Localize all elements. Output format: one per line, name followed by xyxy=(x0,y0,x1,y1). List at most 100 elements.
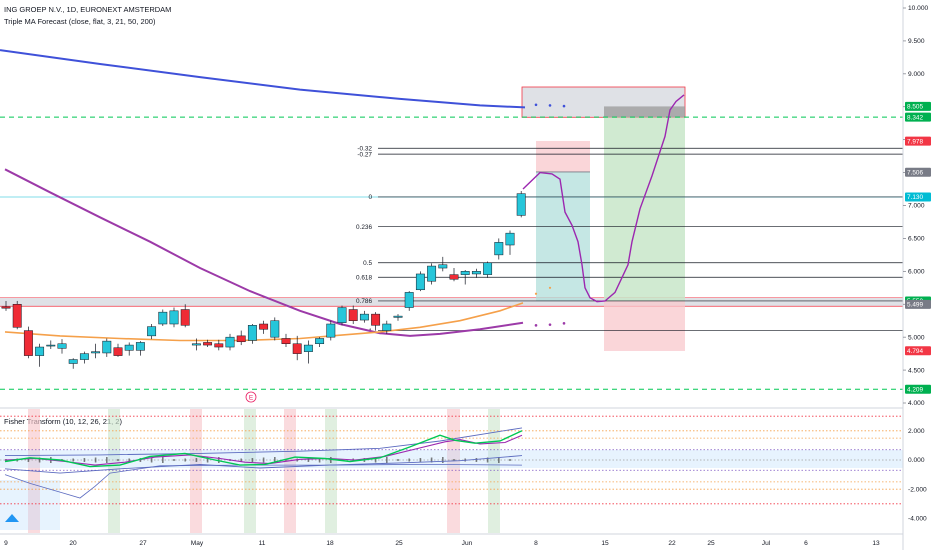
forecast-dot-21 xyxy=(534,292,538,295)
indicator-title: Triple MA Forecast (close, flat, 3, 21, … xyxy=(4,17,156,26)
candle-body xyxy=(449,274,459,280)
price-axis-label: 9.000 xyxy=(908,71,925,78)
candle-body xyxy=(337,307,347,323)
candle-body xyxy=(247,325,257,341)
fisher-histogram-bar xyxy=(106,457,108,463)
time-axis-label: 22 xyxy=(668,540,676,547)
candle-body xyxy=(147,326,157,337)
candle-body xyxy=(191,343,201,346)
candle-body xyxy=(135,342,145,351)
fisher-histogram-bar xyxy=(307,458,310,462)
price-axis-label: 4.000 xyxy=(908,400,925,407)
candle-body xyxy=(35,346,45,356)
fisher-band xyxy=(0,450,903,468)
candle-body xyxy=(326,323,336,338)
price-tag xyxy=(905,346,931,356)
candle-body xyxy=(225,336,235,348)
fisher-histogram-bar xyxy=(430,457,433,463)
candle-body xyxy=(113,347,123,356)
time-axis-label: Jun xyxy=(462,540,473,547)
fisher-histogram-bar xyxy=(330,457,332,463)
price-tag xyxy=(905,384,931,394)
candle-body xyxy=(259,323,269,330)
candle-body xyxy=(471,271,481,275)
candle-body xyxy=(23,330,33,356)
fisher-signal-column xyxy=(244,409,256,533)
fisher-band-left xyxy=(0,480,60,530)
time-axis-label: 18 xyxy=(326,540,334,547)
fisher-histogram-bar xyxy=(318,457,321,463)
candle-body xyxy=(158,311,168,325)
candle-body xyxy=(483,262,493,275)
candle-body xyxy=(516,193,526,216)
fisher-signal-column xyxy=(190,409,202,533)
price-tag-label: 4.209 xyxy=(907,386,923,393)
time-axis-label: Jul xyxy=(762,540,771,547)
forecast-dot-50 xyxy=(534,324,538,327)
earnings-marker-letter: E xyxy=(249,395,254,402)
candle-body xyxy=(12,304,22,328)
fib-level-label: -0.27 xyxy=(357,151,372,158)
forecast-dot-200 xyxy=(562,104,566,108)
candle-body xyxy=(404,292,414,308)
fib-level-label: 0.236 xyxy=(356,224,372,231)
fisher-histogram-bar xyxy=(38,457,41,463)
stop-zone-short xyxy=(536,140,590,172)
forecast-dot-200 xyxy=(548,104,552,107)
price-tag xyxy=(905,101,931,111)
candle-body xyxy=(494,242,504,256)
price-tag-label: 5.499 xyxy=(907,302,923,309)
candle-body xyxy=(427,265,437,282)
ma-50-line xyxy=(4,168,524,337)
fisher-histogram-bar xyxy=(453,459,455,461)
fisher-histogram-bar xyxy=(173,459,175,461)
fisher-histogram-bar xyxy=(374,457,377,463)
candle-body xyxy=(438,264,448,269)
fisher-histogram-bar xyxy=(509,459,511,461)
candle-body xyxy=(382,323,392,331)
forecast-dot-200 xyxy=(534,103,538,107)
fisher-histogram-bar xyxy=(184,458,186,462)
candle-body xyxy=(270,320,280,338)
price-axis-label: 6.500 xyxy=(908,236,925,243)
fib-level-label: 0.618 xyxy=(356,274,372,281)
fisher-line xyxy=(4,430,523,468)
fisher-upper-band xyxy=(4,427,523,457)
time-axis-label: 20 xyxy=(69,540,77,547)
fisher-signal-column xyxy=(284,409,296,533)
fisher-axis-label: 2.000 xyxy=(908,428,925,435)
candle-body xyxy=(415,273,425,291)
price-tag-label: 7.130 xyxy=(907,194,923,201)
candle-body xyxy=(79,353,89,360)
time-axis-label: 13 xyxy=(872,540,880,547)
time-axis-label: 8 xyxy=(534,540,538,547)
candle-body xyxy=(236,335,246,343)
fisher-histogram-bar xyxy=(117,459,119,461)
forecast-dot-50 xyxy=(548,323,552,326)
tradingview-logo-icon xyxy=(5,514,19,522)
price-axis-label: 4.500 xyxy=(908,367,925,374)
candle-body xyxy=(203,342,213,346)
time-axis-label: 6 xyxy=(804,540,808,547)
fisher-histogram-bar xyxy=(498,457,500,463)
candle-body xyxy=(281,338,291,345)
chart-symbol-title: ING GROEP N.V., 1D, EURONEXT AMSTERDAM xyxy=(4,5,172,14)
fisher-histogram-bar xyxy=(486,457,489,463)
fisher-lower-band xyxy=(4,455,523,474)
time-axis-label: 27 xyxy=(139,540,147,547)
candle-body xyxy=(180,309,190,326)
fib-level-label: 0.786 xyxy=(356,298,372,305)
fisher-signal-column xyxy=(325,409,337,533)
fisher-histogram-bar xyxy=(206,457,209,463)
price-tag xyxy=(905,136,931,146)
candle-body xyxy=(91,351,101,354)
price-axis-label: 10.000 xyxy=(908,5,929,12)
fisher-histogram-bar xyxy=(386,457,388,463)
fisher-histogram-bar xyxy=(475,458,478,462)
time-axis-label: 25 xyxy=(707,540,715,547)
price-tag xyxy=(905,192,931,202)
fisher-histogram-bar xyxy=(162,457,164,463)
fib-level-label: 0.5 xyxy=(363,260,372,267)
fisher-indicator-title: Fisher Transform (10, 12, 26, 21, 2) xyxy=(4,417,122,426)
